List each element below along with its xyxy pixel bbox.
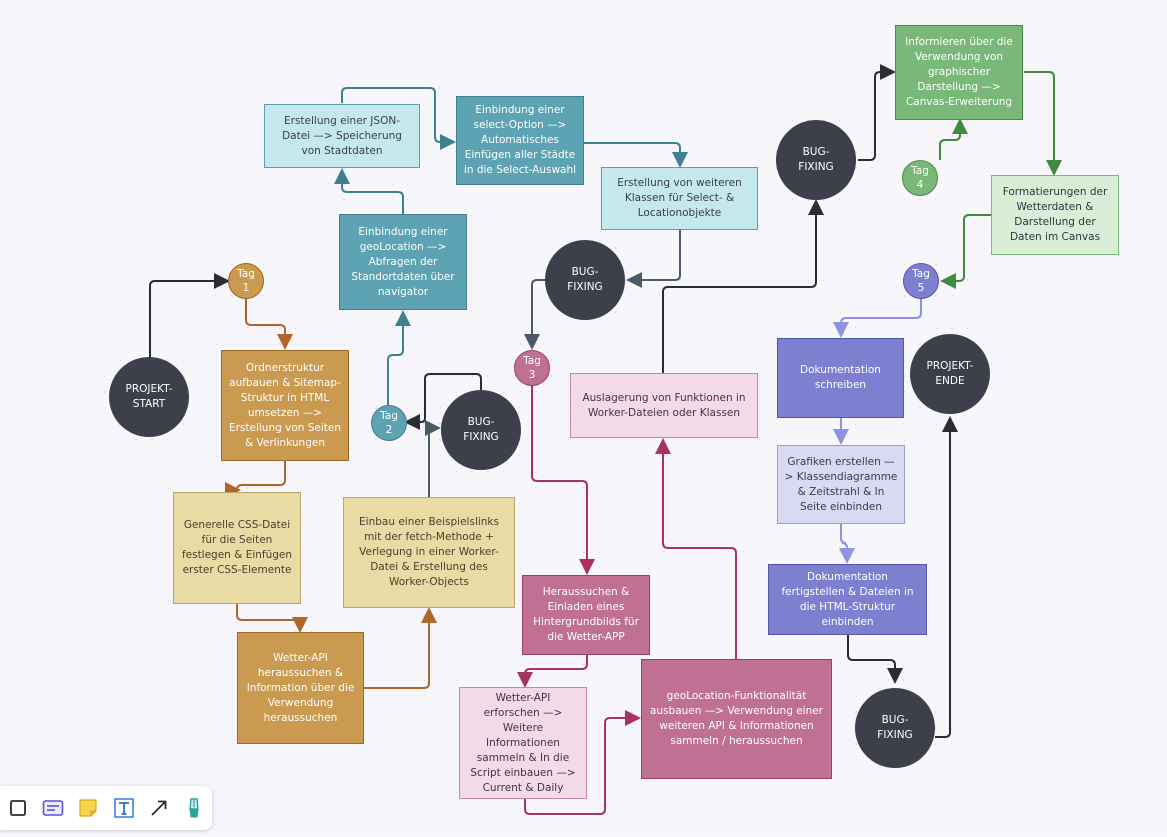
edge-klassen-bug1 — [626, 230, 681, 288]
tag-4-node[interactable]: Tag 4 — [902, 160, 938, 196]
bug-fixing-node-3[interactable]: BUG- FIXING — [776, 120, 856, 200]
sticky-note-icon[interactable] — [71, 790, 106, 826]
edge-bug4-ende — [935, 416, 958, 738]
edge-geoausbau-auslagerung — [655, 438, 737, 659]
auslagerung-card[interactable]: Auslagerung von Funktionen in Worker-Dat… — [570, 373, 758, 438]
select-option-card[interactable]: Einbindung einer select-Option —> Automa… — [456, 96, 584, 185]
geolocation-ausbauen-card[interactable]: geoLocation-Funktionalität ausbauen —> V… — [641, 659, 832, 779]
tag-3-node[interactable]: Tag 3 — [514, 350, 550, 386]
projekt-ende-node[interactable]: PROJEKT- ENDE — [910, 334, 990, 414]
bottom-toolbar — [0, 786, 212, 830]
pen-tool-icon[interactable] — [177, 790, 212, 826]
edge-tag2-geolocation — [387, 310, 411, 405]
edge-dokufertig-bug4 — [847, 635, 903, 684]
tag-2-node[interactable]: Tag 2 — [371, 405, 407, 441]
edge-einbau-bug2 — [425, 420, 441, 497]
grafiken-card[interactable]: Grafiken erstellen —> Klassendiagramme &… — [777, 445, 905, 524]
edge-select-klassen — [584, 142, 688, 168]
edge-auslagerung-bug3 — [662, 199, 824, 373]
edge-start-tag1 — [149, 273, 230, 358]
edge-tag3-hintergrund — [531, 386, 595, 575]
edge-formatierungen-tag5 — [940, 214, 992, 289]
tag-5-node[interactable]: Tag 5 — [903, 263, 939, 299]
json-datei-card[interactable]: Erstellung einer JSON-Datei —> Speicheru… — [264, 104, 420, 168]
css-datei-card[interactable]: Generelle CSS-Datei für die Seiten festl… — [173, 492, 301, 604]
connector-arrow-icon[interactable] — [141, 790, 176, 826]
edge-bug3-canvas — [858, 64, 896, 161]
bug-fixing-node-2[interactable]: BUG- FIXING — [441, 390, 521, 470]
wetter-api-card[interactable]: Wetter-API heraussuchen & Information üb… — [237, 632, 364, 744]
einbau-beispiel-card[interactable]: Einbau einer Beispielslinks mit der fetc… — [343, 497, 515, 608]
text-tool-icon[interactable] — [106, 790, 141, 826]
edge-ordnerstruktur-css — [229, 461, 286, 494]
edge-bug2-tag2 — [404, 373, 482, 430]
dokumentation-schreiben-card[interactable]: Dokumentation schreiben — [777, 338, 904, 418]
edge-bug1-tag3 — [524, 279, 545, 350]
card-tool-icon[interactable] — [35, 790, 70, 826]
hintergrundbild-card[interactable]: Heraussuchen & Einladen eines Hintergrun… — [522, 575, 650, 655]
edge-tag4-canvas — [939, 118, 968, 160]
edge-geolocation-json — [334, 168, 404, 214]
shape-tool-icon[interactable] — [0, 790, 35, 826]
edge-hintergrund-erforschen — [517, 655, 588, 688]
edge-css-wetterapi — [236, 604, 308, 633]
edge-json-select — [341, 87, 456, 150]
ordnerstruktur-card[interactable]: Ordnerstruktur aufbauen & Sitemap-Strukt… — [221, 350, 349, 461]
dokumentation-fertig-card[interactable]: Dokumentation fertigstellen & Dateien in… — [768, 564, 927, 635]
geolocation-einbindung-card[interactable]: Einbindung einer geoLocation —> Abfragen… — [339, 214, 467, 310]
bug-fixing-node-4[interactable]: BUG- FIXING — [855, 688, 935, 768]
tag-1-node[interactable]: Tag 1 — [228, 263, 264, 299]
edge-wetterapi-einbau — [364, 607, 437, 689]
wetter-api-erforschen-card[interactable]: Wetter-API erforschen —> Weitere Informa… — [459, 687, 587, 799]
edge-grafiken-dokufertig — [839, 524, 855, 564]
edge-tag5-doku — [833, 298, 922, 338]
formatierungen-card[interactable]: Formatierungen der Wetterdaten & Darstel… — [991, 175, 1119, 255]
projekt-start-node[interactable]: PROJEKT- START — [109, 357, 189, 437]
edge-erforschen-geoausbau — [524, 710, 641, 815]
weitere-klassen-card[interactable]: Erstellung von weiteren Klassen für Sele… — [601, 167, 758, 230]
edge-canvas-formatierungen — [1024, 71, 1062, 176]
canvas-erweiterung-card[interactable]: Informieren über die Verwendung von grap… — [895, 25, 1023, 120]
bug-fixing-node-1[interactable]: BUG- FIXING — [545, 240, 625, 320]
edge-tag1-ordnerstruktur — [245, 298, 293, 350]
